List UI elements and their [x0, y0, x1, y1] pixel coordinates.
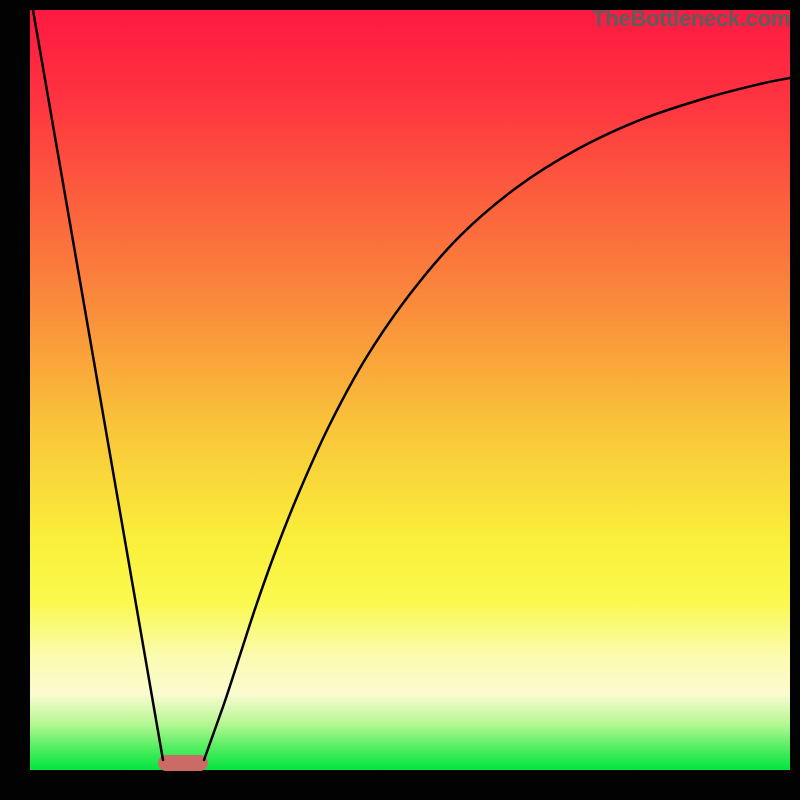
bottleneck-chart: TheBottleneck.com [0, 0, 800, 800]
chart-svg [0, 0, 800, 800]
